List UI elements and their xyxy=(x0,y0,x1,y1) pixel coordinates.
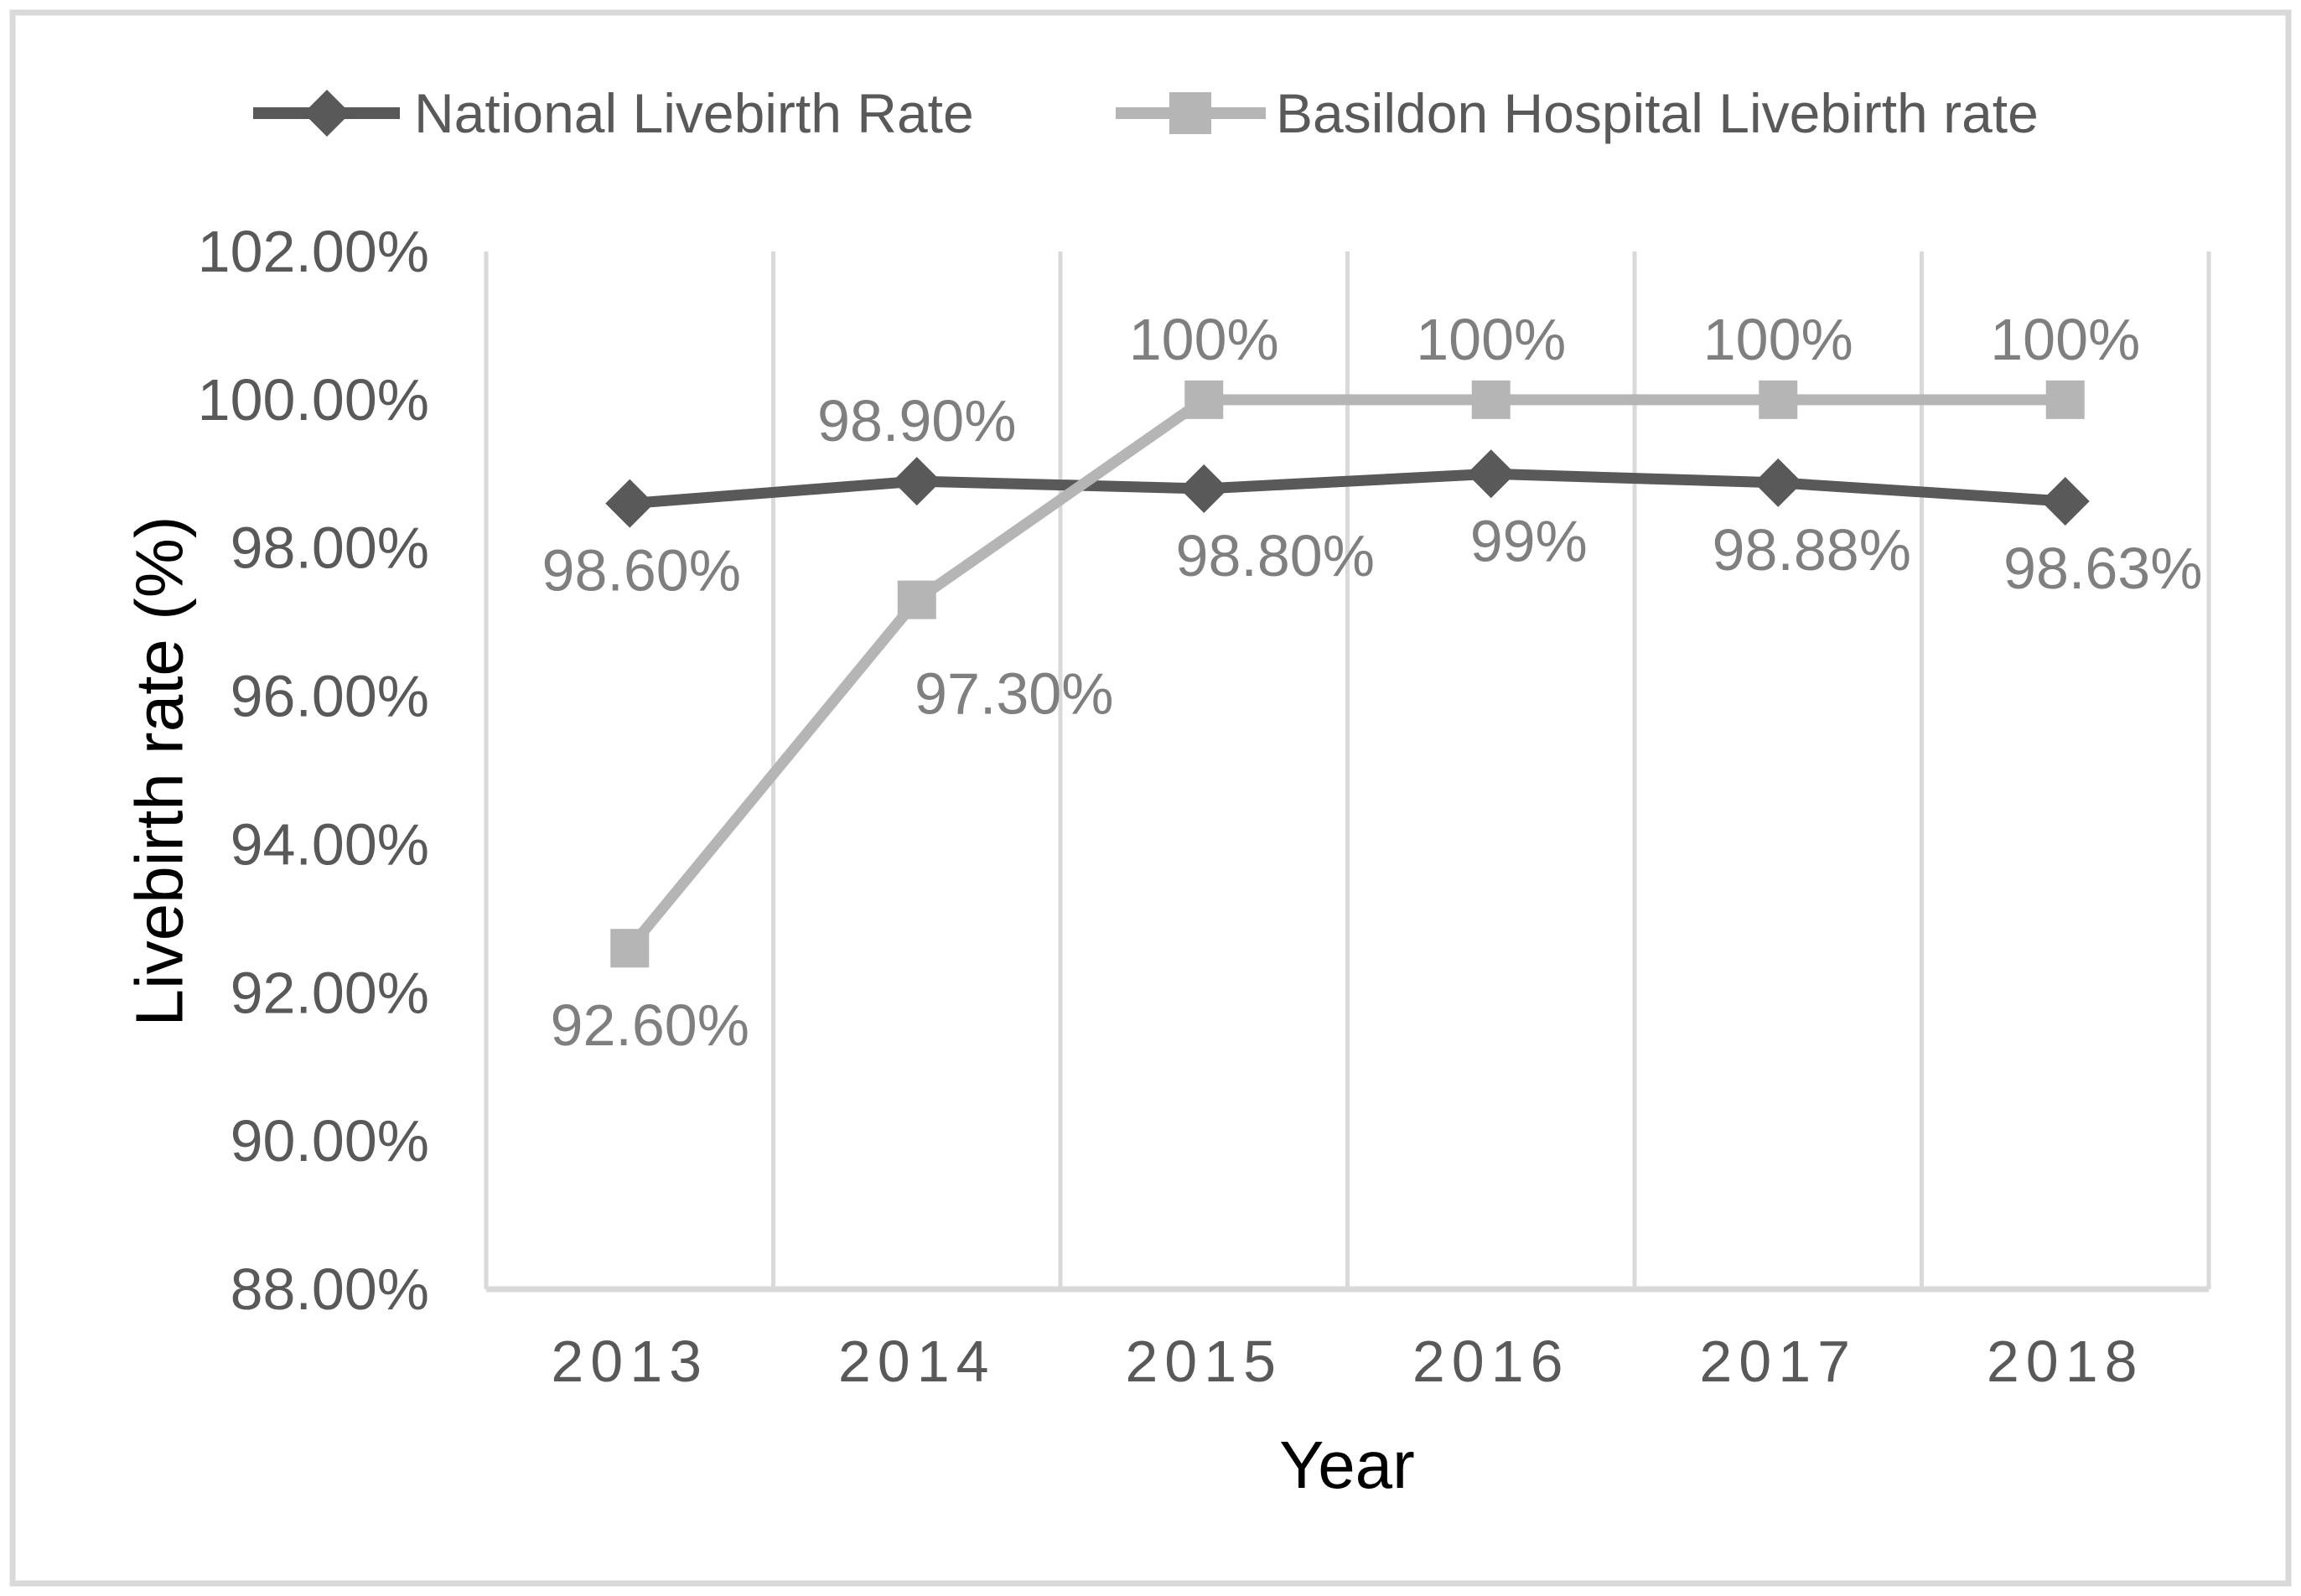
data-point-diamond xyxy=(1466,449,1516,499)
y-tick-label: 88.00% xyxy=(231,1257,429,1322)
y-axis-tick-labels: 102.00% 100.00% 98.00% 96.00% 94.00% 92.00% 90… xyxy=(198,219,429,1322)
data-label: 98.60% xyxy=(542,538,741,604)
legend-label-national: National Livebirth Rate xyxy=(414,82,974,144)
data-point-diamond xyxy=(2040,477,2090,526)
data-point-square xyxy=(2045,380,2085,419)
y-tick-label: 90.00% xyxy=(231,1108,429,1174)
x-tick-label: 2016 xyxy=(1412,1329,1570,1394)
legend-item-national: National Livebirth Rate xyxy=(253,82,974,144)
data-label: 98.88% xyxy=(1713,517,1911,583)
data-point-diamond xyxy=(605,479,655,528)
x-tick-label: 2014 xyxy=(838,1329,996,1394)
y-tick-label: 96.00% xyxy=(231,664,429,729)
legend-item-basildon: Basildon Hospital Livebirth rate xyxy=(1116,82,2039,144)
data-label: 100% xyxy=(1990,307,2140,372)
data-label: 98.90% xyxy=(817,388,1016,453)
series-line-diamond xyxy=(624,468,2071,510)
x-axis-tick-labels: 2013 2014 2015 2016 2017 2018 xyxy=(551,1329,2144,1394)
data-point-square xyxy=(1471,380,1511,419)
x-tick-label: 2018 xyxy=(1987,1329,2144,1394)
y-tick-label: 102.00% xyxy=(198,219,429,284)
legend-label-basildon: Basildon Hospital Livebirth rate xyxy=(1276,82,2039,144)
figure-border xyxy=(9,9,2292,1587)
data-label: 92.60% xyxy=(551,992,749,1058)
series-line-square xyxy=(624,394,2071,954)
data-label: 97.30% xyxy=(915,661,1113,727)
data-label: 98.80% xyxy=(1176,523,1375,588)
y-tick-label: 98.00% xyxy=(231,516,429,581)
gridlines xyxy=(484,251,2211,1289)
data-point-square xyxy=(1759,380,1798,419)
data-series xyxy=(605,380,2090,968)
data-point-square xyxy=(610,929,650,968)
y-tick-label: 94.00% xyxy=(231,811,429,877)
data-point-square xyxy=(897,580,936,619)
data-label: 99% xyxy=(1470,508,1588,573)
legend: National Livebirth Rate Basildon Hospita… xyxy=(253,82,2039,144)
x-tick-label: 2015 xyxy=(1125,1329,1283,1394)
data-point-square xyxy=(1184,380,1224,419)
x-tick-label: 2013 xyxy=(551,1329,708,1394)
data-label: 100% xyxy=(1703,307,1853,372)
data-point-diamond xyxy=(892,457,941,506)
data-point-diamond xyxy=(1754,458,1803,507)
y-tick-label: 92.00% xyxy=(231,960,429,1025)
data-label: 98.63% xyxy=(2003,536,2202,601)
data-label: 100% xyxy=(1129,307,1279,372)
legend-diamond-icon xyxy=(303,90,350,137)
legend-square-icon xyxy=(1169,92,1211,134)
y-axis-title: Livebirth rate (%) xyxy=(122,516,197,1026)
data-labels: 98.60% 98.90% 98.80% 99% 98.88% 98.63% 92.60% 9… xyxy=(542,307,2203,1058)
data-point-diamond xyxy=(1179,464,1229,513)
y-tick-label: 100.00% xyxy=(198,367,429,433)
data-label: 100% xyxy=(1416,307,1566,372)
x-tick-label: 2017 xyxy=(1699,1329,1857,1394)
x-axis-title: Year xyxy=(1279,1428,1415,1502)
